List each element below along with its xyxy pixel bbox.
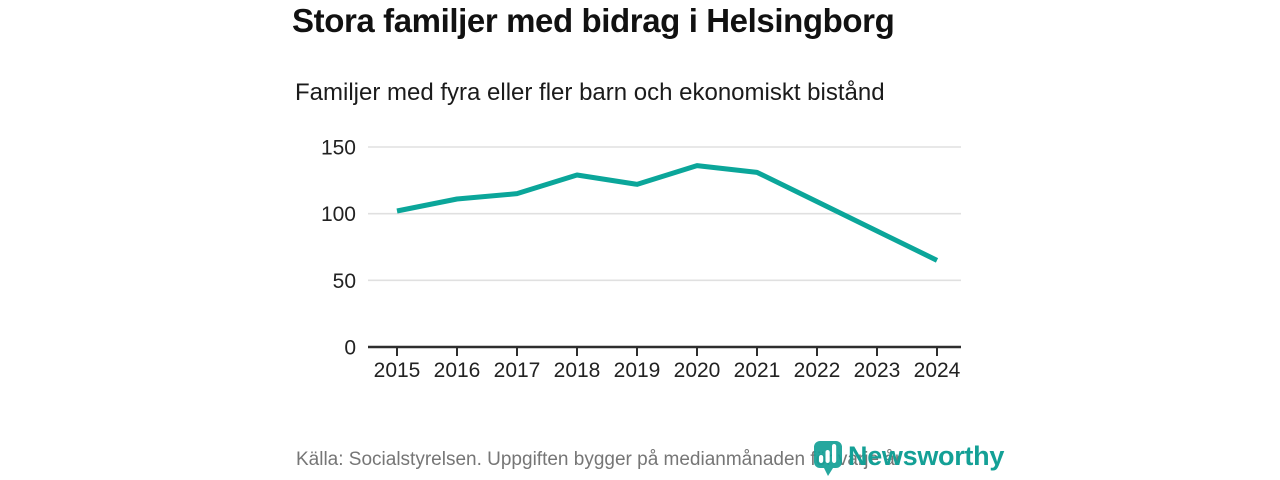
x-tick-label: 2022 bbox=[794, 359, 841, 382]
source-note: Källa: Socialstyrelsen. Uppgiften bygger… bbox=[296, 449, 902, 470]
y-tick-label: 50 bbox=[333, 270, 356, 293]
y-tick-label: 150 bbox=[321, 137, 356, 160]
x-tick-label: 2021 bbox=[734, 359, 781, 382]
chart-title: Stora familjer med bidrag i Helsingborg bbox=[292, 2, 895, 39]
data-line-series bbox=[396, 163, 939, 263]
x-tick-label: 2017 bbox=[494, 359, 541, 382]
x-tick-label: 2024 bbox=[914, 359, 961, 382]
line-chart: 0 50 100 150 2015 2016 2017 2018 2019 2020 2021 202… bbox=[321, 137, 961, 382]
y-tick-label: 100 bbox=[321, 203, 356, 226]
y-tick-label: 0 bbox=[344, 337, 356, 360]
x-tick-label: 2020 bbox=[674, 359, 721, 382]
x-tick-label: 2015 bbox=[374, 359, 421, 382]
brand-name: Newsworthy bbox=[848, 441, 1005, 471]
x-tick-label: 2023 bbox=[854, 359, 901, 382]
chart-subtitle: Familjer med fyra eller fler barn och ek… bbox=[295, 79, 885, 106]
newsworthy-logo: Newsworthy bbox=[813, 440, 1004, 477]
bar-chart-pin-icon bbox=[814, 441, 842, 476]
x-tick-label: 2019 bbox=[614, 359, 661, 382]
x-tick-label: 2018 bbox=[554, 359, 601, 382]
x-tick-label: 2016 bbox=[434, 359, 481, 382]
